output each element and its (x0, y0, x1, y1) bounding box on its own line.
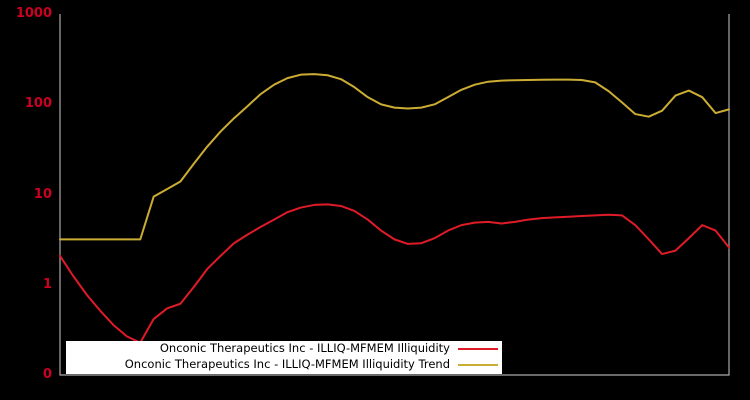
plot-axes-frame (59, 14, 730, 376)
chart-legend: Onconic Therapeutics Inc - ILLIQ-MFMEM I… (66, 341, 502, 374)
y-tick-label-100: 100 (24, 96, 52, 111)
legend-label-illiquidity-trend: Onconic Therapeutics Inc - ILLIQ-MFMEM I… (124, 357, 450, 372)
legend-swatch-illiquidity (458, 348, 498, 350)
y-tick-label-10: 10 (33, 187, 52, 202)
y-tick-label-1000: 1000 (15, 6, 52, 21)
series-line-0 (59, 203, 730, 344)
legend-swatch-illiquidity-trend (458, 364, 498, 366)
series-line-1 (59, 73, 730, 241)
y-tick-label-0: 0 (42, 367, 52, 382)
y-tick-label-1: 1 (42, 277, 52, 292)
legend-entry-illiquidity: Onconic Therapeutics Inc - ILLIQ-MFMEM I… (66, 341, 502, 357)
legend-entry-illiquidity-trend: Onconic Therapeutics Inc - ILLIQ-MFMEM I… (66, 357, 502, 373)
legend-label-illiquidity: Onconic Therapeutics Inc - ILLIQ-MFMEM I… (159, 341, 450, 356)
series-layer (59, 73, 730, 344)
